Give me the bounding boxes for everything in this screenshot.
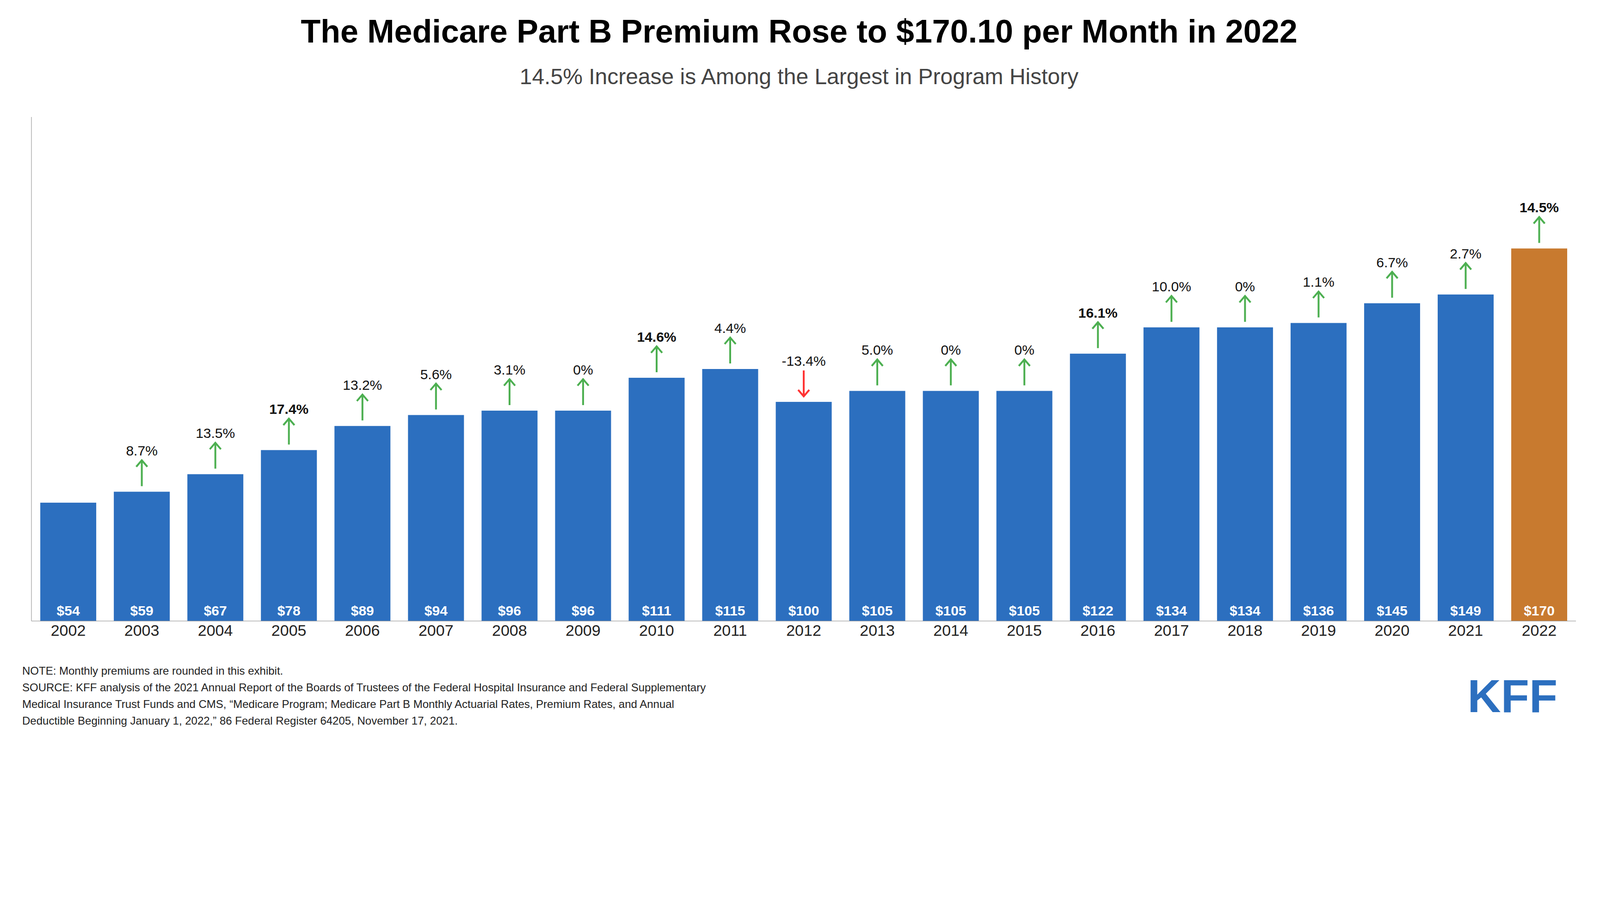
svg-text:2016: 2016 <box>1080 621 1116 640</box>
svg-text:$136: $136 <box>1303 603 1335 619</box>
svg-text:4.4%: 4.4% <box>714 320 746 336</box>
svg-text:2011: 2011 <box>713 621 747 640</box>
svg-text:$54: $54 <box>56 603 80 619</box>
svg-text:$115: $115 <box>714 603 745 619</box>
svg-text:2014: 2014 <box>933 621 969 640</box>
svg-text:8.7%: 8.7% <box>125 443 158 459</box>
svg-text:13.5%: 13.5% <box>195 425 235 441</box>
svg-text:$94: $94 <box>424 603 448 619</box>
svg-text:$170: $170 <box>1523 603 1555 619</box>
svg-text:$96: $96 <box>498 603 522 619</box>
svg-text:$59: $59 <box>130 603 154 619</box>
svg-text:2006: 2006 <box>344 621 381 640</box>
svg-text:3.1%: 3.1% <box>493 362 526 378</box>
svg-text:$134: $134 <box>1229 603 1261 619</box>
html-text:KFF: KFF <box>1467 669 1558 722</box>
svg-text:2008: 2008 <box>492 621 528 640</box>
svg-text:2022: 2022 <box>1521 621 1557 640</box>
html-text:The Medicare Part B Premium Ro: The Medicare Part B Premium Rose to $170… <box>300 13 1298 50</box>
svg-text:10.0%: 10.0% <box>1151 278 1192 295</box>
svg-text:2013: 2013 <box>859 621 895 640</box>
svg-text:2019: 2019 <box>1301 621 1337 640</box>
svg-text:2010: 2010 <box>639 621 675 640</box>
svg-text:16.1%: 16.1% <box>1078 305 1118 321</box>
svg-text:2009: 2009 <box>565 621 601 640</box>
svg-text:0%: 0% <box>1235 278 1256 295</box>
svg-text:14.5%: 14.5% <box>1519 199 1559 216</box>
svg-text:2005: 2005 <box>271 621 307 640</box>
svg-text:$105: $105 <box>1009 603 1040 619</box>
svg-text:2003: 2003 <box>124 621 160 640</box>
html-text:Deductible Beginning January 1: Deductible Beginning January 1, 2022,” 8… <box>22 714 458 727</box>
svg-text:2020: 2020 <box>1374 621 1410 640</box>
svg-text:$105: $105 <box>935 603 967 619</box>
html-text:NOTE: Monthly premiums are rou: NOTE: Monthly premiums are rounded in th… <box>22 664 284 677</box>
svg-text:5.6%: 5.6% <box>420 366 452 382</box>
svg-text:$111: $111 <box>641 603 671 619</box>
svg-text:2021: 2021 <box>1448 621 1484 640</box>
svg-text:2018: 2018 <box>1227 621 1263 640</box>
html-text:SOURCE: KFF analysis of the 20: SOURCE: KFF analysis of the 2021 Annual … <box>22 681 706 694</box>
svg-text:$122: $122 <box>1082 603 1114 619</box>
svg-text:$67: $67 <box>203 603 228 619</box>
svg-text:$89: $89 <box>350 603 375 619</box>
svg-text:0%: 0% <box>1014 342 1035 358</box>
svg-text:13.2%: 13.2% <box>342 377 382 393</box>
svg-text:$96: $96 <box>571 603 595 619</box>
svg-text:2004: 2004 <box>197 621 234 640</box>
html-text:14.5% Increase is Among the La: 14.5% Increase is Among the Largest in P… <box>519 64 1079 89</box>
svg-text:$134: $134 <box>1156 603 1188 619</box>
svg-text:6.7%: 6.7% <box>1376 254 1408 271</box>
svg-text:0%: 0% <box>572 362 593 378</box>
svg-text:2017: 2017 <box>1153 621 1189 640</box>
svg-text:2015: 2015 <box>1006 621 1042 640</box>
svg-text:2012: 2012 <box>786 621 822 640</box>
svg-text:$145: $145 <box>1376 603 1408 619</box>
svg-text:14.6%: 14.6% <box>636 329 677 345</box>
svg-text:1.1%: 1.1% <box>1302 274 1335 290</box>
html-text:Medical Insurance Trust Funds: Medical Insurance Trust Funds and CMS, “… <box>22 697 675 711</box>
svg-text:-13.4%: -13.4% <box>781 353 826 369</box>
svg-text:2007: 2007 <box>418 621 454 640</box>
svg-text:2002: 2002 <box>50 621 87 640</box>
svg-text:$78: $78 <box>277 603 301 619</box>
svg-text:$100: $100 <box>788 603 820 619</box>
svg-text:$149: $149 <box>1450 603 1482 619</box>
svg-text:0%: 0% <box>940 342 961 358</box>
svg-text:$105: $105 <box>861 603 893 619</box>
svg-text:17.4%: 17.4% <box>269 401 309 417</box>
svg-text:5.0%: 5.0% <box>861 342 893 358</box>
svg-text:2.7%: 2.7% <box>1449 246 1482 262</box>
